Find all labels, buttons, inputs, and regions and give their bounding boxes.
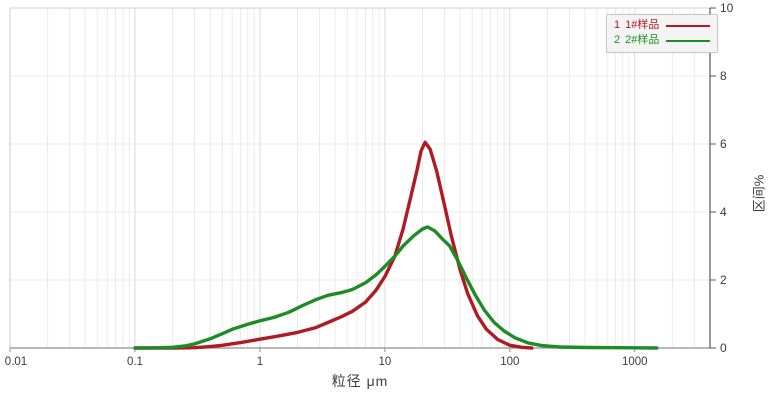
legend-series-label: 1#样品 [625, 19, 660, 31]
legend-item-sample2: 2 2#样品 [614, 33, 711, 48]
y-tick-label: 10 [720, 1, 734, 15]
x-tick-label: 0.1 [127, 356, 143, 368]
x-tick-label: 10 [378, 356, 391, 368]
legend-series-number: 2 [614, 34, 621, 46]
series2-line-swatch [666, 39, 711, 42]
x-tick-label: 1000 [622, 356, 648, 368]
x-tick-label: 100 [500, 356, 519, 368]
x-tick-label: 1 [257, 356, 263, 368]
legend-item-sample1: 1 1#样品 [614, 18, 711, 33]
x-axis-title: 粒径 μm [331, 373, 389, 389]
y-tick-label: 4 [720, 205, 727, 219]
legend: 1 1#样品 2 2#样品 [606, 14, 718, 53]
series1-line-swatch [666, 24, 711, 27]
y-tick-label: 2 [720, 273, 727, 287]
x-tick-label: 0.01 [5, 356, 27, 368]
y-axis-title: 区间% [751, 174, 767, 213]
legend-series-number: 1 [614, 19, 621, 31]
y-tick-label: 8 [720, 69, 727, 83]
y-tick-label: 0 [720, 341, 727, 355]
legend-series-label: 2#样品 [625, 34, 660, 46]
series-curve-2 [133, 225, 659, 350]
y-tick-label: 6 [720, 137, 727, 151]
